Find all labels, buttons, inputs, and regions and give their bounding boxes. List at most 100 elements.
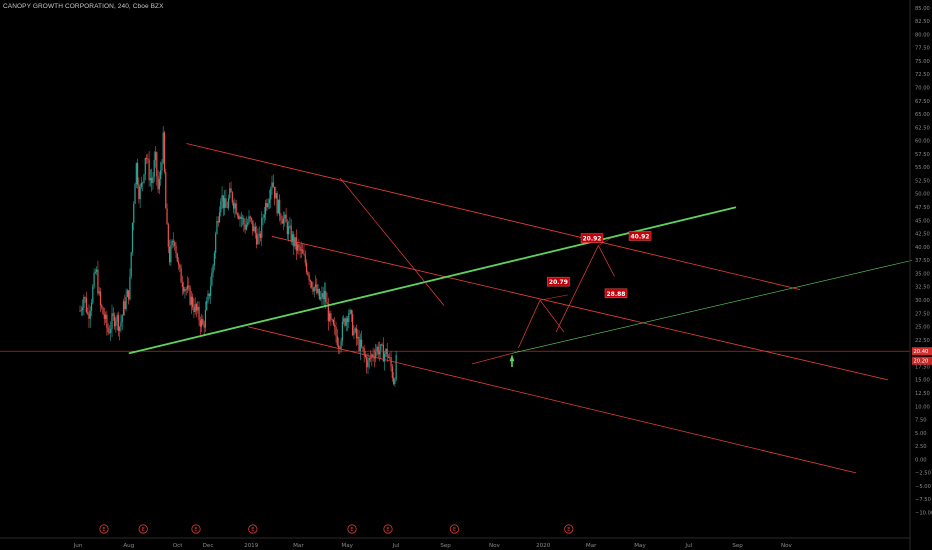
x-axis[interactable]: Jun Aug Oct Dec 2019 Mar May Jul Sep Nov 2020 Mar Ma…	[0, 537, 910, 549]
candle-body	[93, 272, 95, 287]
projection-pullback-line	[539, 299, 565, 333]
earnings-marker-icon	[564, 524, 574, 534]
candle-body	[243, 217, 245, 225]
candle-body	[157, 176, 159, 190]
x-tick-label: Nov	[781, 543, 793, 549]
candle-body	[128, 290, 130, 300]
candle-body	[218, 212, 221, 223]
candle-body	[167, 224, 169, 247]
candle-body	[275, 192, 277, 199]
candle-body	[87, 312, 89, 314]
annotation-box	[604, 288, 628, 299]
y-tick-label: −5.00	[915, 484, 931, 490]
candle-body	[386, 348, 388, 357]
candle-body	[189, 287, 191, 305]
candle-body	[206, 301, 208, 311]
candle-body	[354, 328, 356, 332]
candle-body	[286, 222, 288, 235]
candle-body	[227, 198, 230, 208]
candle-body	[263, 214, 265, 218]
candle-body	[119, 326, 121, 331]
y-tick-label: 50.00	[915, 192, 930, 198]
candle-body	[277, 199, 279, 214]
candle-body	[299, 246, 301, 251]
y-tick-label: 82.50	[915, 19, 930, 25]
candle-body	[160, 170, 162, 180]
candle-body	[395, 355, 397, 380]
candle-body	[138, 184, 140, 200]
candle-body	[176, 253, 178, 262]
earnings-marker-label: E	[567, 527, 570, 533]
candle-body	[231, 192, 233, 203]
candle-body	[88, 313, 90, 319]
candle-body	[270, 188, 272, 200]
earnings-marker-icon	[248, 524, 258, 534]
y-tick-label: 35.00	[915, 271, 930, 277]
candle-body	[297, 244, 299, 251]
y-tick-label: 80.00	[915, 32, 930, 38]
chart-title: CANOPY GROWTH CORPORATION, 240, Cboe BZX	[3, 3, 164, 10]
earnings-marker-icon	[138, 524, 148, 534]
candle-body	[135, 163, 137, 185]
current-price-badge	[912, 356, 932, 365]
candle-body	[130, 252, 132, 277]
candle-body	[372, 354, 374, 357]
candle-body	[327, 303, 329, 322]
candle-body	[207, 293, 209, 302]
candle-body	[348, 313, 350, 323]
candle-body	[234, 203, 236, 209]
candle-body	[267, 203, 269, 208]
candle-body	[171, 240, 173, 246]
y-tick-label: 67.50	[915, 99, 930, 105]
candle-body	[376, 346, 378, 352]
candle-body	[193, 307, 195, 313]
candle-body	[96, 269, 98, 272]
annotation-box	[580, 233, 604, 243]
candle-body	[222, 195, 224, 209]
y-tick-label: 42.50	[915, 232, 930, 238]
candle-body	[249, 216, 251, 219]
candle-body	[153, 159, 155, 177]
candle-body	[322, 293, 324, 300]
candle-body	[215, 233, 217, 253]
arrow-up-icon	[509, 354, 515, 368]
candle-body	[129, 276, 131, 300]
candle-body	[320, 297, 322, 300]
candle-body	[98, 291, 100, 294]
candle-body	[241, 217, 244, 219]
y-tick-label: 55.00	[915, 165, 930, 171]
candle-body	[197, 306, 199, 311]
projection-connector-line	[539, 294, 569, 301]
candle-body	[186, 285, 189, 290]
candle-body	[252, 220, 254, 232]
candle-body	[259, 233, 262, 238]
y-tick-label: 62.50	[915, 125, 930, 131]
candle-body	[309, 280, 311, 282]
y-axis[interactable]: 85.00 82.50 80.00 77.50 75.00 72.50 70.00 67.50…	[909, 0, 932, 550]
candle-body	[195, 304, 198, 311]
y-tick-label: 30.00	[915, 298, 930, 304]
candle-body	[257, 235, 259, 245]
candle-body	[289, 225, 291, 227]
y-tick-label: 0.00	[915, 457, 927, 463]
pattern-base-line	[471, 352, 513, 365]
earnings-marker-icon	[347, 524, 357, 534]
candle-body	[149, 178, 151, 181]
candle-body	[244, 224, 246, 230]
y-tick-label: 27.50	[915, 311, 930, 317]
channel-middle-line	[271, 236, 889, 381]
candle-body	[188, 285, 190, 288]
channel-upper-line	[186, 143, 801, 290]
candle-body	[163, 132, 166, 172]
last-price-text: 20.40	[914, 349, 929, 355]
earnings-marker-icon	[191, 524, 201, 534]
candle-body	[99, 291, 102, 306]
x-tick-label: Mar	[293, 543, 304, 549]
candle-body	[312, 287, 314, 292]
candle-body	[368, 357, 370, 361]
candle-body	[247, 222, 249, 225]
candle-body	[161, 162, 163, 171]
candle-body	[131, 222, 134, 253]
